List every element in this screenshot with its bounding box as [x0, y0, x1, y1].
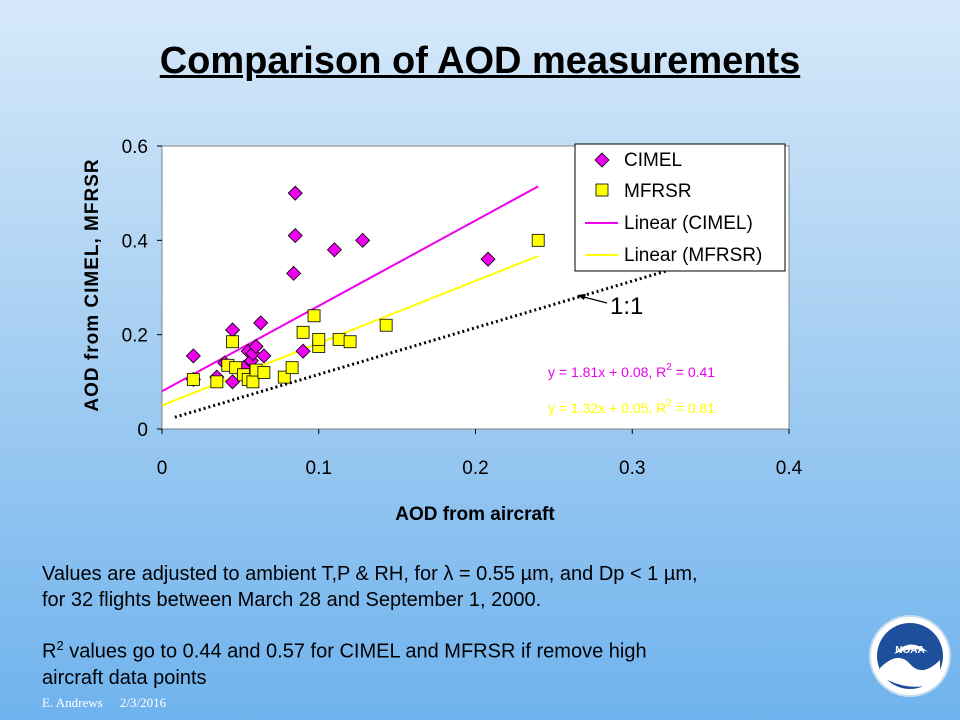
note-1-line-1: Values are adjusted to ambient T,P & RH,…	[42, 563, 698, 585]
data-point-mfrsr	[531, 233, 545, 247]
data-point-mfrsr	[332, 332, 346, 346]
data-point-cimel	[295, 343, 311, 359]
data-point-cimel	[287, 185, 303, 201]
fit-equation-cimel-main: y = 1.81x + 0.08, R	[548, 364, 666, 380]
data-point-mfrsr	[343, 335, 357, 349]
x-axis: 0 0.1 0.2 0.3 0.4	[157, 429, 803, 479]
y-axis-title: AOD from CIMEL, MFRSR	[82, 158, 103, 411]
legend-cimel-label: CIMEL	[624, 150, 682, 171]
x-tick-label: 0.1	[306, 458, 332, 479]
data-point-cimel	[253, 315, 269, 331]
y-tick-label: 0.2	[122, 326, 148, 347]
fit-equation-mfrsr-r2: = 0.81	[672, 400, 715, 416]
note-r2-values: R2 values go to 0.44 and 0.57 for CIMEL …	[42, 633, 872, 691]
data-point-cimel	[286, 265, 302, 281]
legend-mfrsr-marker	[595, 183, 609, 197]
note-2-sup: 2	[56, 638, 64, 653]
x-tick-label: 0.4	[776, 458, 803, 479]
x-axis-title: AOD from aircraft	[395, 504, 555, 525]
series-mfrsr	[186, 233, 545, 389]
footer: E. Andrews 2/3/2016	[42, 695, 180, 711]
data-point-cimel	[256, 348, 272, 364]
svg-text:NOAA: NOAA	[895, 645, 924, 656]
data-point-cimel	[185, 348, 201, 364]
y-axis: 0 0.2 0.4 0.6	[122, 137, 162, 441]
data-point-cimel	[248, 338, 264, 355]
legend-fit-cimel-label: Linear (CIMEL)	[624, 213, 753, 234]
x-tick-label: 0.3	[619, 458, 645, 479]
note-2-line-2: aircraft data points	[42, 666, 207, 689]
data-point-cimel	[326, 242, 342, 258]
fit-equation-cimel-r2: = 0.41	[672, 364, 715, 380]
reference-arrow-head	[577, 294, 586, 300]
fit-equation-cimel-sup: 2	[666, 362, 672, 373]
legend-box	[574, 143, 786, 272]
data-point-mfrsr	[296, 325, 310, 339]
y-tick-label: 0	[137, 420, 148, 441]
slide-title: Comparison of AOD measurements	[159, 40, 801, 82]
legend-fit-mfrsr-label: Linear (MFRSR)	[624, 245, 762, 266]
data-point-mfrsr	[257, 365, 271, 379]
note-2-line-1: R2 values go to 0.44 and 0.57 for CIMEL …	[42, 633, 872, 665]
data-point-mfrsr	[277, 370, 291, 384]
legend-mfrsr-label: MFRSR	[624, 181, 692, 202]
data-point-mfrsr	[210, 375, 224, 389]
fit-equation-cimel: y = 1.81x + 0.08, R2 = 0.41	[548, 362, 715, 380]
data-point-mfrsr	[226, 335, 239, 349]
note-2-r: R	[42, 640, 57, 663]
data-point-cimel	[287, 228, 303, 244]
legend: CIMEL MFRSR Linear (CIMEL) Linear (MFRSR…	[574, 143, 786, 272]
fit-equation-mfrsr-main: y = 1.32x + 0.05, R	[548, 400, 666, 416]
reference-label: 1:1	[610, 293, 643, 320]
note-2-rest: values go to 0.44 and 0.57 for CIMEL and…	[63, 640, 647, 663]
data-point-mfrsr	[312, 332, 326, 346]
data-point-cimel	[355, 232, 371, 248]
footer-author: E. Andrews	[42, 695, 103, 710]
fit-line-linear-mfrsr	[161, 255, 539, 407]
y-tick-label: 0.4	[122, 231, 149, 252]
data-point-mfrsr	[379, 318, 393, 332]
footer-date: 2/3/2016	[119, 695, 167, 710]
data-point-mfrsr	[285, 361, 299, 375]
data-point-mfrsr	[246, 375, 260, 389]
noaa-logo: NOAA	[869, 615, 951, 697]
fit-equation-mfrsr-sup: 2	[666, 398, 672, 409]
legend-cimel-marker	[594, 152, 610, 168]
y-tick-label: 0.6	[122, 137, 148, 158]
note-1-line-2: for 32 flights between March 28 and Sept…	[42, 589, 542, 611]
fit-equation-mfrsr: y = 1.32x + 0.05, R2 = 0.81	[548, 398, 715, 416]
data-point-mfrsr	[186, 373, 200, 386]
data-point-cimel	[480, 251, 496, 267]
data-point-mfrsr	[307, 309, 321, 323]
note-measurement-conditions: Values are adjusted to ambient T,P & RH,…	[42, 561, 922, 613]
x-tick-label: 0	[157, 458, 168, 479]
x-tick-label: 0.2	[462, 458, 488, 479]
